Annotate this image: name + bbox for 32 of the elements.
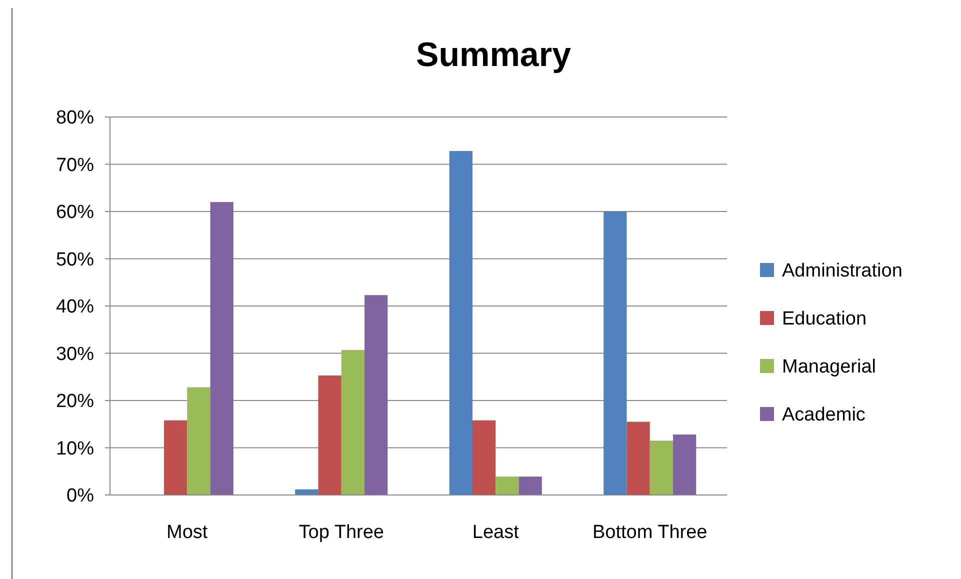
- y-tick-label: 40%: [56, 296, 94, 318]
- legend-label: Education: [782, 308, 867, 330]
- y-tick-label: 10%: [56, 438, 94, 460]
- y-tick-label: 30%: [56, 344, 94, 365]
- y-tick-label: 50%: [56, 249, 94, 270]
- bar: [626, 422, 650, 495]
- y-tick-label: 20%: [56, 391, 94, 412]
- bar: [210, 202, 234, 495]
- legend-label: Academic: [782, 404, 866, 426]
- bar: [604, 212, 627, 495]
- y-tick-label: 60%: [56, 202, 94, 224]
- bar: [650, 440, 674, 495]
- bar: [187, 387, 210, 495]
- y-tick-label: 0%: [66, 486, 94, 507]
- bar: [518, 476, 542, 495]
- bar: [496, 476, 519, 495]
- bar: [164, 420, 188, 495]
- x-tick-label: Least: [472, 522, 520, 543]
- legend-label: Administration: [782, 260, 902, 282]
- bar: [341, 350, 365, 495]
- bar: [449, 151, 472, 495]
- x-tick-label: Bottom Three: [592, 522, 708, 543]
- y-tick-label: 80%: [56, 108, 94, 129]
- legend-label: Managerial: [782, 356, 876, 378]
- x-tick-label: Top Three: [298, 522, 384, 543]
- bar: [472, 420, 496, 495]
- bar: [318, 375, 342, 495]
- chart-title: Summary: [416, 36, 572, 74]
- bar: [673, 434, 696, 495]
- y-tick-label: 70%: [56, 154, 94, 176]
- x-tick-label: Most: [166, 522, 208, 543]
- bar: [364, 295, 388, 495]
